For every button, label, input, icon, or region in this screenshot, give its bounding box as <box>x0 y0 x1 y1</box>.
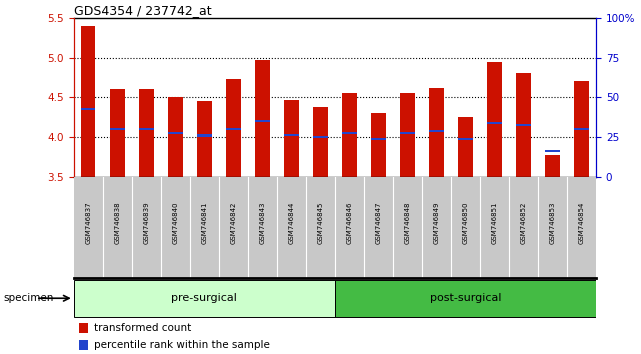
Bar <box>574 128 589 130</box>
Text: GSM746851: GSM746851 <box>492 201 497 244</box>
Bar <box>342 132 356 134</box>
Bar <box>516 74 531 177</box>
Bar <box>429 130 444 132</box>
Bar <box>110 128 124 130</box>
Bar <box>284 134 299 136</box>
Text: pre-surgical: pre-surgical <box>171 293 237 303</box>
Bar <box>487 122 502 124</box>
Bar <box>458 138 473 140</box>
Bar <box>139 89 154 177</box>
Bar <box>574 81 589 177</box>
Text: GSM746839: GSM746839 <box>144 201 149 244</box>
Bar <box>545 155 560 177</box>
Text: GSM746849: GSM746849 <box>433 201 440 244</box>
Bar <box>197 101 212 177</box>
Text: GSM746853: GSM746853 <box>549 201 556 244</box>
Bar <box>226 79 240 177</box>
Text: percentile rank within the sample: percentile rank within the sample <box>94 340 269 350</box>
Bar <box>400 93 415 177</box>
Text: GSM746846: GSM746846 <box>346 201 353 244</box>
Bar <box>545 150 560 152</box>
Text: GSM746848: GSM746848 <box>404 201 410 244</box>
Bar <box>371 113 386 177</box>
Text: GSM746850: GSM746850 <box>463 201 469 244</box>
Text: specimen: specimen <box>3 293 54 303</box>
Bar <box>313 107 328 177</box>
Text: GSM746845: GSM746845 <box>317 201 324 244</box>
Text: GSM746847: GSM746847 <box>376 201 381 244</box>
Bar <box>79 323 88 333</box>
Bar <box>429 88 444 177</box>
Text: GDS4354 / 237742_at: GDS4354 / 237742_at <box>74 4 212 17</box>
Bar <box>400 132 415 134</box>
Bar <box>371 138 386 140</box>
Text: GSM746840: GSM746840 <box>172 201 178 244</box>
Text: GSM746837: GSM746837 <box>85 201 91 244</box>
Text: GSM746844: GSM746844 <box>288 201 294 244</box>
Bar <box>110 89 124 177</box>
FancyBboxPatch shape <box>335 280 596 317</box>
Bar <box>79 340 88 350</box>
Bar <box>313 136 328 138</box>
Bar <box>168 132 183 134</box>
Bar <box>197 135 212 137</box>
FancyBboxPatch shape <box>74 280 335 317</box>
Bar <box>342 93 356 177</box>
Text: transformed count: transformed count <box>94 323 191 333</box>
Bar <box>458 117 473 177</box>
Bar <box>168 97 183 177</box>
Text: GSM746852: GSM746852 <box>520 201 526 244</box>
Text: GSM746842: GSM746842 <box>230 201 237 244</box>
Text: GSM746843: GSM746843 <box>260 201 265 244</box>
Text: post-surgical: post-surgical <box>429 293 501 303</box>
Text: GSM746838: GSM746838 <box>114 201 121 244</box>
Bar <box>226 128 240 130</box>
Text: GSM746854: GSM746854 <box>579 201 585 244</box>
Bar <box>255 120 270 122</box>
Bar <box>139 128 154 130</box>
Bar <box>516 124 531 126</box>
Bar <box>487 62 502 177</box>
Bar <box>81 25 96 177</box>
Bar <box>255 60 270 177</box>
Bar <box>81 108 96 110</box>
Bar <box>284 100 299 177</box>
Text: GSM746841: GSM746841 <box>201 201 207 244</box>
